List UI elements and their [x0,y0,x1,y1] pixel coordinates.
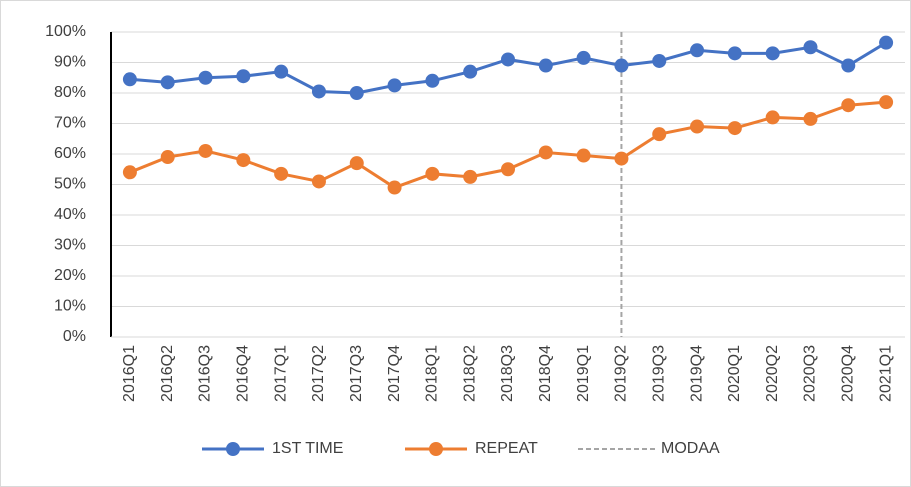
x-tick-label: 2020Q3 [802,345,819,402]
point [765,110,780,125]
point [501,162,515,177]
point [841,58,856,73]
x-tick-label: 2018Q2 [461,345,478,402]
point [198,70,213,85]
point [160,75,175,90]
point [765,46,780,61]
point [463,169,478,184]
point [198,143,213,158]
y-tick-label: 70% [54,115,86,132]
point [311,84,326,99]
point [387,180,402,195]
x-tick-label: 2016Q3 [197,345,214,402]
y-tick-label: 50% [54,176,86,193]
y-tick-label: 60% [54,145,86,162]
y-tick-label: 20% [54,267,86,284]
point [841,98,856,113]
legend-label: REPEAT [475,440,538,457]
point [236,69,251,84]
x-tick-label: 2020Q4 [840,345,857,402]
y-tick-label: 100% [45,23,86,40]
point [463,64,478,79]
legend-marker [429,442,443,456]
point [122,72,137,87]
x-tick-label: 2020Q2 [764,345,781,402]
point [538,145,553,160]
x-tick-label: 2017Q3 [348,345,365,402]
point [614,151,629,166]
point [614,58,629,73]
point [236,153,251,168]
point [690,119,705,134]
point [803,111,818,126]
y-tick-label: 30% [54,237,86,254]
legend-label: 1ST TIME [272,440,343,457]
point [652,127,667,142]
point [803,40,818,55]
y-tick-label: 40% [54,206,86,223]
point [690,43,705,58]
point [727,46,742,61]
x-tick-label: 2016Q4 [235,345,252,402]
point [425,73,440,88]
x-tick-label: 2019Q4 [688,345,705,402]
y-tick-label: 0% [63,328,86,345]
x-tick-label: 2017Q4 [386,345,403,402]
point [425,166,440,181]
point [160,150,175,165]
point [387,78,402,93]
x-tick-label: 2018Q4 [537,345,554,402]
point [349,156,364,171]
point [538,58,553,73]
x-tick-label: 2017Q2 [310,345,327,402]
x-tick-label: 2016Q2 [159,345,176,402]
x-tick-label: 2019Q1 [575,345,592,402]
point [274,64,289,79]
point [879,35,894,50]
y-tick-label: 10% [54,298,86,315]
legend-marker [226,442,240,456]
x-tick-label: 2018Q3 [499,345,516,402]
point [576,50,591,65]
point [274,166,289,181]
x-tick-label: 2019Q2 [613,345,630,402]
legend-label: MODAA [661,440,720,457]
x-tick-label: 2019Q3 [650,345,667,402]
x-tick-label: 2021Q1 [877,345,894,402]
y-tick-label: 80% [54,84,86,101]
point [311,174,326,189]
point [122,165,137,180]
point [652,53,667,68]
x-tick-label: 2017Q1 [272,345,289,402]
point [727,121,742,136]
x-tick-label: 2018Q1 [424,345,441,402]
point [576,148,591,163]
point [501,52,515,67]
y-tick-label: 90% [54,54,86,71]
x-tick-label: 2016Q1 [121,345,138,402]
point [349,86,364,100]
point [879,95,894,110]
x-tick-label: 2020Q1 [726,345,743,402]
